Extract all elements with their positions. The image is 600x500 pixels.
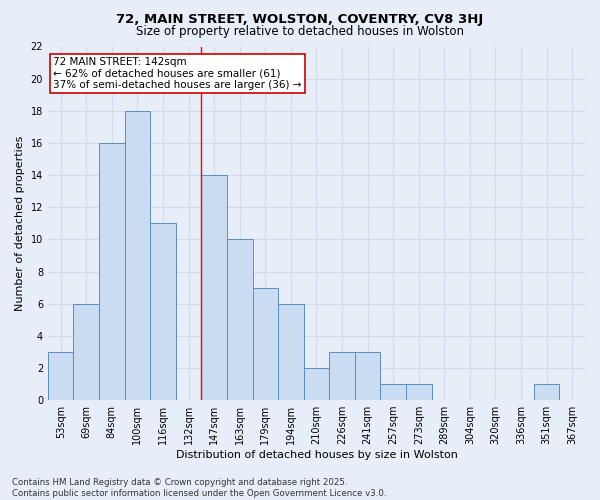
Bar — [253, 288, 278, 400]
Y-axis label: Number of detached properties: Number of detached properties — [15, 136, 25, 311]
Text: 72 MAIN STREET: 142sqm
← 62% of detached houses are smaller (61)
37% of semi-det: 72 MAIN STREET: 142sqm ← 62% of detached… — [53, 57, 302, 90]
Text: Contains HM Land Registry data © Crown copyright and database right 2025.
Contai: Contains HM Land Registry data © Crown c… — [12, 478, 386, 498]
Bar — [406, 384, 431, 400]
Bar — [227, 240, 253, 400]
Bar — [329, 352, 355, 400]
Bar — [355, 352, 380, 400]
Bar — [202, 175, 227, 400]
Bar — [125, 111, 150, 400]
Bar — [73, 304, 99, 400]
Bar — [99, 143, 125, 400]
Bar — [380, 384, 406, 400]
Text: 72, MAIN STREET, WOLSTON, COVENTRY, CV8 3HJ: 72, MAIN STREET, WOLSTON, COVENTRY, CV8 … — [116, 12, 484, 26]
Text: Size of property relative to detached houses in Wolston: Size of property relative to detached ho… — [136, 25, 464, 38]
Bar — [534, 384, 559, 400]
Bar — [278, 304, 304, 400]
Bar — [304, 368, 329, 400]
Bar — [150, 224, 176, 400]
Bar — [48, 352, 73, 400]
X-axis label: Distribution of detached houses by size in Wolston: Distribution of detached houses by size … — [176, 450, 457, 460]
